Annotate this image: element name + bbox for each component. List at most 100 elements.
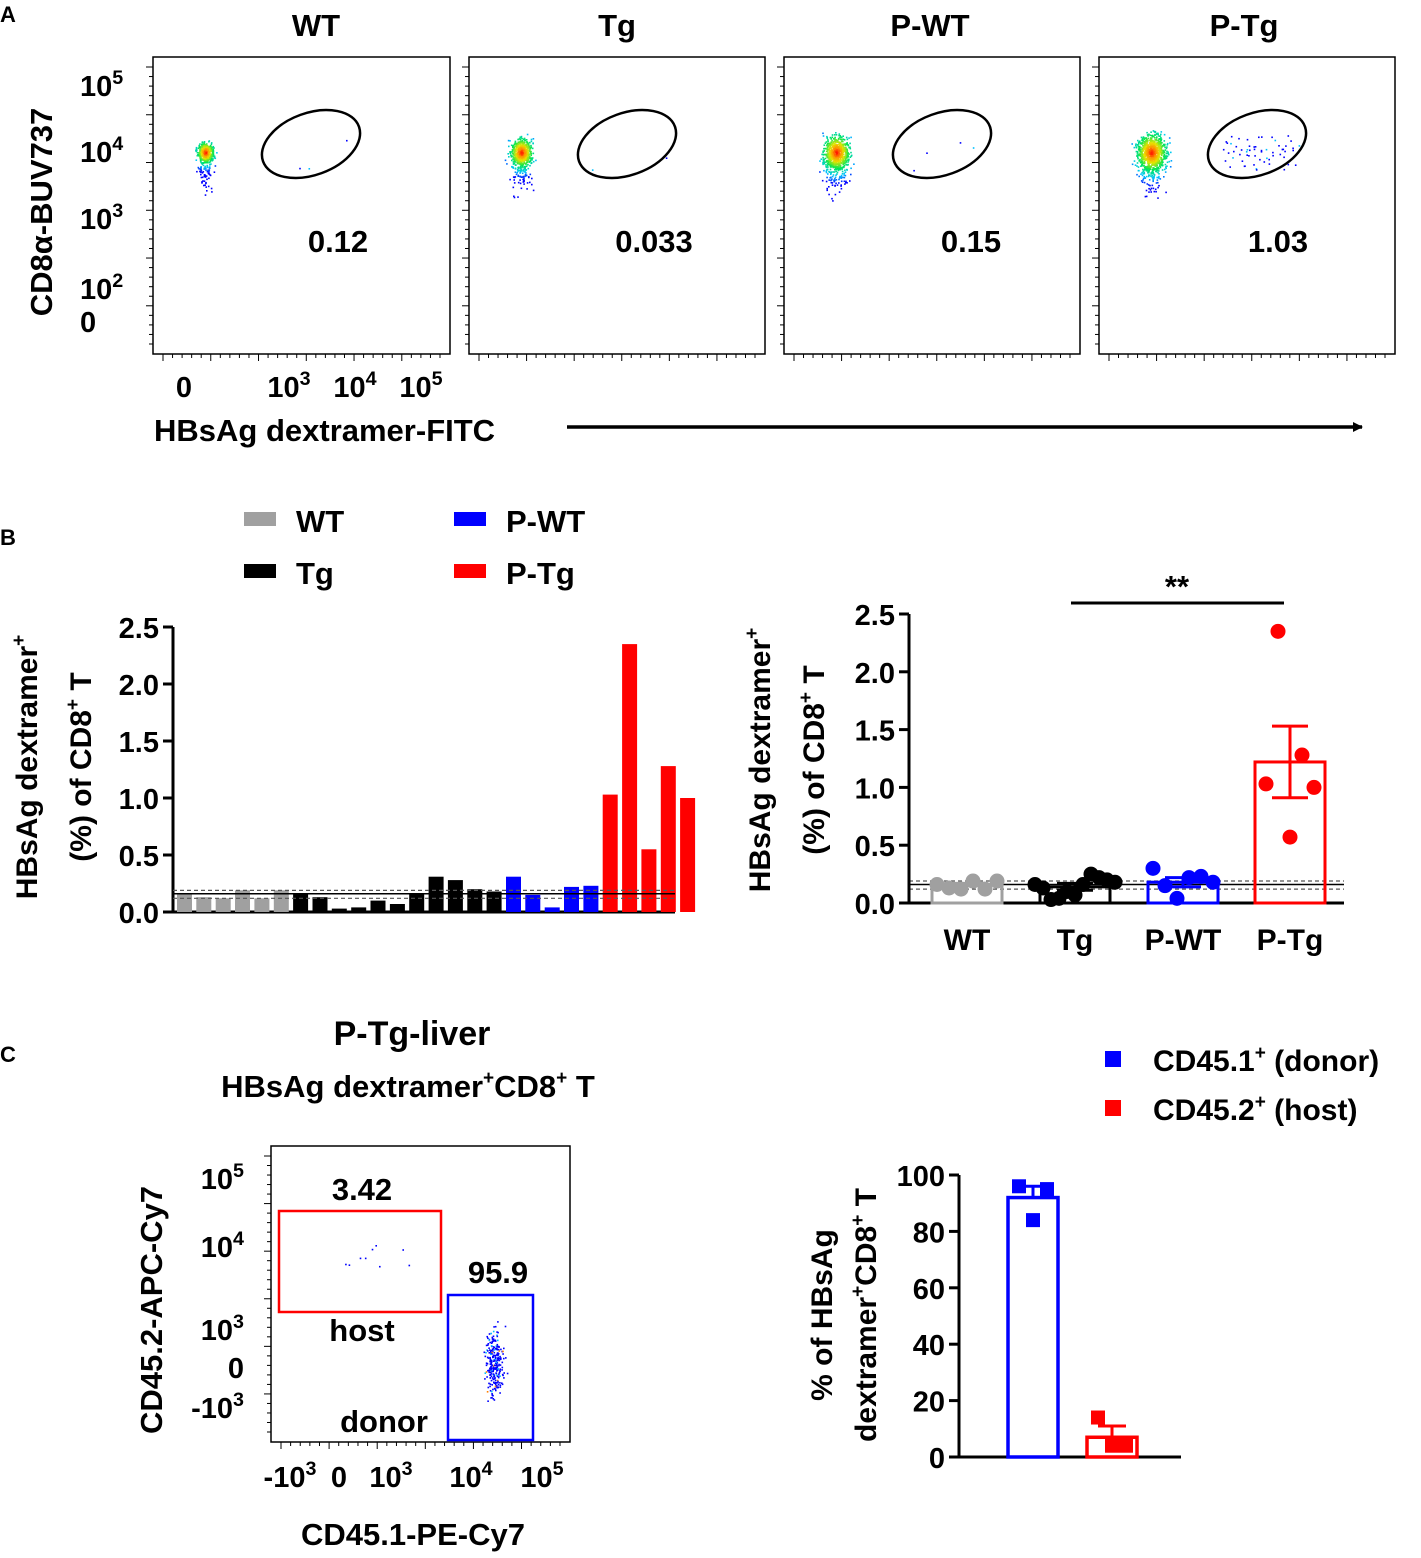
- flow-dot: [529, 152, 531, 155]
- flow-dot: [507, 139, 510, 142]
- flow-dot: [513, 152, 515, 154]
- flow-dot: [515, 145, 518, 148]
- flow-dot: [1164, 143, 1166, 146]
- flow-dot: [1148, 164, 1150, 166]
- flow-dot: [519, 163, 522, 166]
- flow-dot: [1164, 158, 1167, 160]
- flow-dot: [519, 158, 521, 160]
- flow-dot: [205, 159, 208, 162]
- flow-dot: [514, 145, 517, 148]
- flow-dot: [203, 180, 206, 182]
- flow-dot: [524, 148, 526, 151]
- flow-dot: [844, 174, 847, 177]
- flow-dot: [1157, 154, 1159, 157]
- flow-dot: [1144, 147, 1147, 150]
- flow-dot: [833, 158, 835, 161]
- flow-dot: [840, 153, 842, 155]
- flow-dot: [1146, 151, 1149, 153]
- flow-dot: [493, 1360, 496, 1362]
- flow-dot: [831, 153, 834, 156]
- flow-dot: [1145, 140, 1147, 142]
- flow-dot: [829, 158, 831, 161]
- data-point: [1026, 1213, 1040, 1228]
- flow-dot: [204, 154, 206, 156]
- x-tick-label: 103: [267, 368, 310, 404]
- flow-dot: [823, 144, 826, 146]
- flow-dot: [822, 156, 824, 159]
- flow-dot: [842, 163, 844, 166]
- flow-dot: [525, 174, 527, 176]
- flow-dot: [829, 168, 832, 171]
- flow-dot: [841, 153, 844, 156]
- flow-dot: [485, 1371, 488, 1373]
- flow-dot: [521, 145, 524, 148]
- flow-dot: [520, 152, 522, 154]
- flow-dot: [1150, 187, 1153, 190]
- flow-dot: [847, 159, 850, 162]
- flow-dot: [205, 148, 207, 151]
- flow-dot: [488, 1339, 491, 1341]
- flow-dot: [195, 148, 198, 150]
- flow-dot: [205, 152, 207, 155]
- flow-dot: [837, 141, 840, 144]
- flow-dot: [833, 159, 835, 162]
- flow-dot: [1141, 157, 1143, 159]
- flow-dot: [1160, 145, 1162, 147]
- flow-dot: [846, 138, 849, 141]
- flow-dot: [498, 1357, 500, 1360]
- flow-dot: [1159, 163, 1161, 165]
- flow-dot: [490, 1332, 492, 1335]
- flow-dot: [494, 1383, 497, 1386]
- flow-plot-title: WT: [292, 8, 340, 43]
- flow-dot: [829, 145, 832, 148]
- flow-dot: [1143, 160, 1146, 163]
- flow-dot: [204, 160, 206, 162]
- flow-dot: [846, 157, 848, 159]
- flow-dot: [826, 155, 829, 157]
- flow-dot: [1166, 165, 1168, 167]
- flow-dot: [490, 1342, 493, 1344]
- flow-dot-gated: [591, 169, 594, 171]
- flow-dot: [840, 180, 843, 183]
- flow-dot: [493, 1374, 496, 1376]
- legend-swatch: [1105, 1100, 1121, 1116]
- flow-dot: [205, 175, 208, 177]
- flow-dot: [519, 171, 522, 174]
- flow-dot: [521, 176, 524, 178]
- flow-dot: [210, 163, 212, 165]
- flow-dot: [822, 151, 824, 154]
- flow-dot: [1142, 168, 1144, 171]
- flow-dot: [491, 1393, 493, 1395]
- flow-dot: [517, 138, 519, 141]
- flow-dot: [497, 1321, 499, 1323]
- flow-dot: [494, 1362, 497, 1365]
- flow-dot: [845, 146, 847, 149]
- flow-dot: [829, 151, 831, 153]
- flow-dot: [488, 1333, 491, 1335]
- flow-dot: [525, 154, 527, 156]
- flow-dot: [531, 147, 534, 150]
- flow-dot: [1156, 141, 1158, 144]
- flow-dot: [513, 143, 516, 146]
- flow-dot-gated: [1232, 157, 1234, 159]
- flow-dot: [839, 147, 841, 149]
- flow-dot: [1145, 142, 1148, 145]
- flow-dot: [514, 156, 516, 159]
- flow-dot: [845, 164, 848, 166]
- flow-dot: [835, 170, 837, 172]
- flow-dot: [513, 150, 516, 153]
- flow-dot: [843, 162, 845, 164]
- flow-dot: [832, 142, 834, 145]
- flow-dot: [520, 135, 523, 138]
- flow-dot: [524, 155, 526, 157]
- flow-dot: [519, 161, 522, 163]
- flow-dot: [499, 1368, 501, 1370]
- flow-dot: [1143, 142, 1146, 145]
- flow-dot: [487, 1350, 489, 1352]
- flow-dot: [1152, 163, 1155, 165]
- flow-dot: [1148, 187, 1150, 190]
- flow-dot: [492, 1360, 495, 1362]
- flow-dot: [1146, 183, 1149, 185]
- flow-dot: [1143, 144, 1146, 147]
